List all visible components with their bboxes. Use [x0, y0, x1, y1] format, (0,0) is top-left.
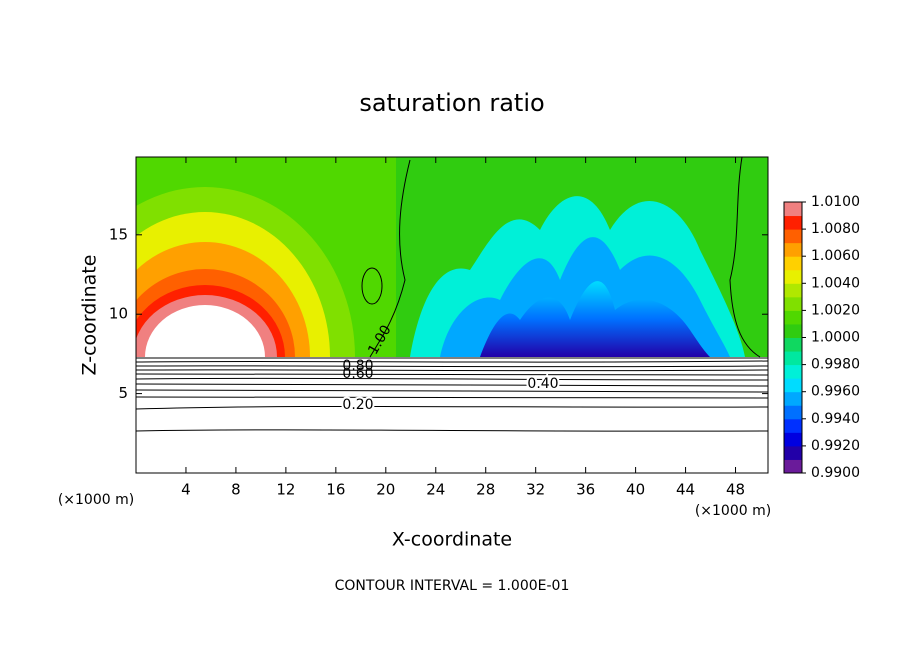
x-axis-label: X-coordinate: [392, 529, 512, 551]
colorbar-band: [784, 418, 802, 433]
colorbar-band: [784, 337, 802, 352]
colorbar-tick-label: 1.0000: [811, 330, 860, 346]
contour-label: 0.40: [527, 376, 558, 392]
contour-label: 0.60: [342, 366, 373, 382]
colorbar-band: [784, 364, 802, 379]
colorbar-band: [784, 242, 802, 257]
colorbar-band: [784, 323, 802, 338]
colorbar-band: [784, 432, 802, 447]
x-unit: (×1000 m): [695, 503, 771, 519]
colorbar-tick-label: 1.0100: [811, 194, 860, 210]
colorbar-tick-label: 1.0060: [811, 248, 860, 264]
y-tick-label: 5: [118, 384, 128, 402]
footnote: CONTOUR INTERVAL = 1.000E-01: [335, 578, 570, 594]
colorbar-band: [784, 229, 802, 244]
x-tick-label: 8: [231, 481, 241, 499]
colorbar-band: [784, 378, 802, 393]
x-tick-label: 28: [476, 481, 495, 499]
colorbar-band: [784, 391, 802, 406]
colorbar-band: [784, 296, 802, 311]
y-tick-label: 10: [109, 305, 128, 323]
colorbar-band: [784, 256, 802, 271]
y-tick-label: 15: [109, 225, 128, 243]
x-tick-label: 48: [726, 481, 745, 499]
colorbar-band: [784, 459, 802, 474]
x-tick-label: 16: [326, 481, 345, 499]
colorbar-band: [784, 310, 802, 325]
colorbar-band: [784, 269, 802, 284]
colorbar-tick-label: 0.9940: [811, 411, 860, 427]
x-tick-label: 20: [376, 481, 395, 499]
colorbar-tick-label: 1.0080: [811, 221, 860, 237]
colorbar-tick-label: 0.9900: [811, 465, 860, 481]
colorbar-tick-label: 0.9960: [811, 384, 860, 400]
colorbar-band: [784, 215, 802, 230]
colorbar-band: [784, 405, 802, 420]
contour-label: 0.20: [342, 397, 373, 413]
colorbar-tick-label: 1.0040: [811, 275, 860, 291]
y-axis-label: Z-coordinate: [79, 255, 101, 376]
contour-label: 0.80: [342, 358, 373, 374]
x-tick-label: 32: [526, 481, 545, 499]
x-tick-label: 36: [576, 481, 595, 499]
x-tick-label: 24: [426, 481, 445, 499]
plot-frame: [135, 156, 769, 474]
chart-title: saturation ratio: [359, 89, 544, 117]
colorbar-tick-label: 0.9920: [811, 438, 860, 454]
colorbar-band: [784, 283, 802, 298]
x-tick-label: 4: [181, 481, 191, 499]
colorbar-band: [784, 351, 802, 366]
x-tick-label: 44: [676, 481, 695, 499]
colorbar-tick-label: 0.9980: [811, 357, 860, 373]
x-tick-label: 12: [276, 481, 295, 499]
x-tick-label: 40: [626, 481, 645, 499]
y-unit: (×1000 m): [58, 492, 134, 508]
colorbar-band: [784, 445, 802, 460]
colorbar-band: [784, 202, 802, 217]
field: [136, 157, 768, 473]
colorbar-tick-label: 1.0020: [811, 302, 860, 318]
